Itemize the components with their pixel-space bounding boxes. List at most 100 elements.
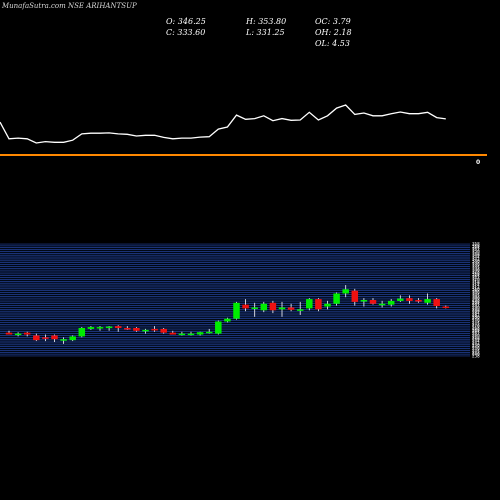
candle <box>42 334 49 342</box>
stat-ol: OL: 4.53 <box>315 39 350 48</box>
y-tick-label: 284 <box>472 311 480 316</box>
y-tick-label: 336 <box>472 262 480 267</box>
volume-line-panel <box>0 104 446 144</box>
candle <box>23 331 31 337</box>
candle <box>105 326 113 331</box>
y-tick-label: 348 <box>472 251 480 256</box>
candle-body-up <box>178 333 186 336</box>
candle-body-up <box>215 321 222 334</box>
y-tick-label: 286 <box>472 309 480 314</box>
y-tick-label: 280 <box>472 314 480 319</box>
candle <box>378 300 386 308</box>
y-axis-ticks: 3583563543523503483463443423403383363343… <box>472 242 480 359</box>
candle-body-up <box>324 303 331 307</box>
price-trend-line <box>0 104 446 144</box>
y-tick-label: 314 <box>472 283 480 288</box>
y-tick-label: 320 <box>472 277 480 282</box>
candle-body-up <box>278 307 286 310</box>
candle-body-down <box>351 290 359 302</box>
stat-close: C: 333.60 <box>166 28 205 37</box>
volume-zero-label: 0 <box>476 159 480 166</box>
candle-body-down <box>42 337 49 339</box>
candle-body-up <box>260 303 268 311</box>
candle-body-down <box>133 328 140 331</box>
candle <box>33 333 40 342</box>
y-tick-label: 354 <box>472 245 480 250</box>
y-tick-label: 274 <box>472 320 480 325</box>
y-tick-label: 342 <box>472 256 480 261</box>
candle-body-up <box>397 298 404 301</box>
candle-body-down <box>442 306 450 309</box>
y-tick-label: 238 <box>472 354 480 359</box>
y-tick-label: 260 <box>472 333 480 338</box>
candle-body-up <box>360 300 368 302</box>
candle <box>287 303 295 312</box>
candle-body-down <box>287 307 295 310</box>
y-tick-label: 268 <box>472 326 480 331</box>
candle <box>342 285 349 298</box>
y-tick-label: 270 <box>472 324 480 329</box>
candle <box>296 301 304 315</box>
candle <box>78 327 86 338</box>
candle <box>160 328 167 334</box>
y-tick-label: 350 <box>472 249 480 254</box>
y-tick-label: 278 <box>472 316 480 321</box>
price-grid <box>0 243 470 357</box>
y-tick-label: 296 <box>472 299 480 304</box>
candle <box>87 326 95 330</box>
y-tick-label: 326 <box>472 271 480 276</box>
y-tick-label: 298 <box>472 298 480 303</box>
chart-title: MunafaSutra.com NSE ARIHANTSUP <box>1 2 137 10</box>
candle <box>114 325 122 332</box>
y-tick-label: 302 <box>472 294 480 299</box>
candle <box>224 317 231 323</box>
y-tick-label: 282 <box>472 312 480 317</box>
candle-body-up <box>296 309 304 311</box>
candle-body-down <box>406 298 413 301</box>
candle <box>96 326 104 331</box>
y-tick-label: 254 <box>472 339 480 344</box>
y-tick-label: 330 <box>472 268 480 273</box>
candle-body-down <box>124 328 131 330</box>
candle <box>369 298 377 305</box>
candle <box>205 328 213 334</box>
y-tick-label: 242 <box>472 350 480 355</box>
y-tick-label: 318 <box>472 279 480 284</box>
candle <box>260 301 268 313</box>
candle-body-down <box>242 304 249 309</box>
candle <box>442 305 450 309</box>
y-tick-label: 292 <box>472 303 480 308</box>
y-tick-label: 240 <box>472 352 480 357</box>
candle-body-up <box>142 329 149 332</box>
y-tick-label: 272 <box>472 322 480 327</box>
candle-body-up <box>69 336 76 341</box>
candle <box>5 330 13 335</box>
y-tick-label: 352 <box>472 247 480 252</box>
candle <box>142 328 149 334</box>
candle-body-up <box>60 339 67 341</box>
y-tick-label: 316 <box>472 281 480 286</box>
y-tick-label: 334 <box>472 264 480 269</box>
candle <box>51 334 58 342</box>
candle <box>360 298 368 307</box>
candle-body-down <box>269 302 277 311</box>
y-tick-label: 340 <box>472 258 480 263</box>
y-tick-label: 246 <box>472 346 480 351</box>
candle <box>397 295 404 302</box>
y-tick-label: 264 <box>472 329 480 334</box>
candle-body-up <box>306 299 313 309</box>
candle <box>306 298 313 311</box>
y-tick-label: 328 <box>472 270 480 275</box>
candle-body-up <box>205 331 213 334</box>
y-tick-label: 338 <box>472 260 480 265</box>
candle-body-up <box>105 326 113 329</box>
y-tick-label: 288 <box>472 307 480 312</box>
candle <box>196 331 204 336</box>
candle-body-down <box>51 335 58 340</box>
candle <box>14 332 22 337</box>
candle-body-down <box>5 332 13 335</box>
candle-body-up <box>233 302 240 319</box>
candle-body-up <box>87 327 95 329</box>
candle-body-up <box>342 289 349 294</box>
candle <box>315 298 322 312</box>
